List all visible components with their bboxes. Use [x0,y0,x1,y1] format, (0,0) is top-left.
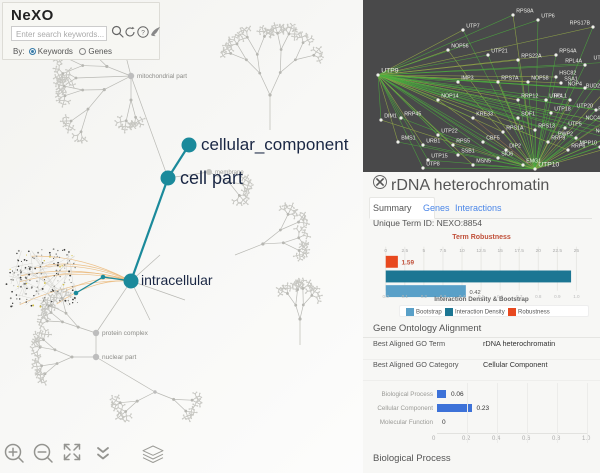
svg-text:URB1: URB1 [426,139,440,145]
svg-text:UTP20: UTP20 [577,104,594,110]
svg-text:SIO6: SIO6 [501,152,513,158]
svg-text:UTP7: UTP7 [466,24,480,30]
svg-text:RPS13: RPS13 [538,124,555,130]
svg-text:RRP45: RRP45 [404,112,421,118]
svg-text:NOP58: NOP58 [531,76,548,82]
svg-text:BMS1: BMS1 [401,136,415,142]
svg-text:MPP10: MPP10 [580,141,597,147]
svg-text:mitochondrial part: mitochondrial part [137,73,187,80]
svg-text:UTP6: UTP6 [541,14,555,20]
svg-text:20: 20 [536,248,542,254]
svg-text:SOF1: SOF1 [521,112,535,118]
svg-text:UTP18: UTP18 [554,107,571,113]
svg-text:22.5: 22.5 [553,248,563,254]
svg-text:UTP10: UTP10 [538,162,559,169]
svg-text:UTP21: UTP21 [491,49,508,55]
svg-text:?: ? [141,30,145,37]
svg-text:RCL1: RCL1 [553,94,567,100]
svg-text:PWP2: PWP2 [558,132,573,138]
svg-text:17.5: 17.5 [514,248,524,254]
svg-text:15: 15 [497,248,503,254]
svg-text:NCC4: NCC4 [586,116,600,122]
svg-text:RPS7A: RPS7A [501,76,519,82]
svg-text:0: 0 [384,248,387,254]
svg-text:BUD21: BUD21 [586,84,600,90]
svg-text:RPS1A: RPS1A [506,126,524,132]
svg-text:nuclear part: nuclear part [102,354,137,361]
svg-text:KRE33: KRE33 [476,112,493,118]
svg-text:RPL4A: RPL4A [565,59,582,65]
svg-text:CBF5: CBF5 [486,136,500,142]
svg-text:UTP13: UTP13 [594,56,600,62]
svg-text:cellular_component: cellular_component [201,135,349,154]
svg-text:1.59: 1.59 [402,260,415,267]
svg-text:12.5: 12.5 [476,248,486,254]
svg-text:SSB1: SSB1 [461,149,475,155]
svg-text:RPS8A: RPS8A [516,9,534,15]
svg-text:DIM1: DIM1 [384,114,397,120]
svg-text:IMP3: IMP3 [461,76,473,82]
svg-text:RRP12: RRP12 [521,94,538,100]
svg-text:RPS22A: RPS22A [521,54,542,60]
svg-text:protein complex: protein complex [102,330,149,337]
svg-text:intracellular: intracellular [141,272,213,288]
svg-text:RPS4A: RPS4A [559,49,577,55]
svg-text:cell part: cell part [180,168,243,188]
svg-text:NOP1: NOP1 [596,129,600,135]
svg-text:MSN5: MSN5 [476,159,491,165]
svg-text:NOP14: NOP14 [441,94,458,100]
svg-text:7.5: 7.5 [440,248,447,254]
svg-text:UTP22: UTP22 [441,129,458,135]
svg-text:UTP8: UTP8 [426,162,440,168]
svg-text:2.5: 2.5 [401,248,408,254]
svg-text:NOP4: NOP4 [568,82,582,88]
svg-text:DIP2: DIP2 [509,144,521,150]
svg-text:RPS17B: RPS17B [570,21,591,27]
svg-text:25: 25 [574,248,580,254]
svg-text:NOP56: NOP56 [451,44,468,50]
svg-text:10: 10 [459,248,465,254]
svg-text:5: 5 [423,248,426,254]
svg-text:RPS5: RPS5 [456,139,470,145]
svg-text:UTP5: UTP5 [568,122,582,128]
svg-text:UTP15: UTP15 [431,154,448,160]
svg-text:UTP9: UTP9 [381,68,399,75]
